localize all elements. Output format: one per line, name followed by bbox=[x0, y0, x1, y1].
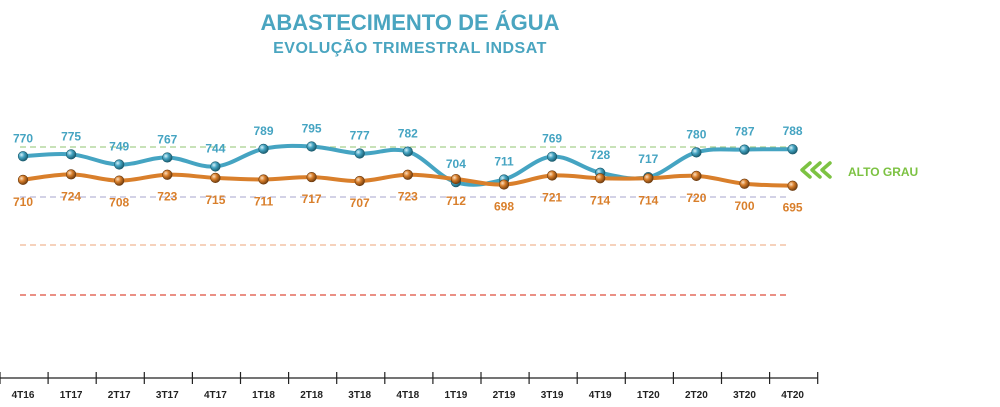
x-tick-label: 3T17 bbox=[156, 390, 179, 401]
data-point bbox=[210, 172, 221, 183]
data-label: 749 bbox=[109, 140, 129, 154]
data-label: 700 bbox=[734, 199, 754, 213]
chevron-shape bbox=[820, 161, 832, 179]
data-point bbox=[691, 170, 702, 182]
data-point bbox=[210, 161, 221, 172]
chart-subtitle: EVOLUÇÃO TRIMESTRAL INDSAT bbox=[273, 40, 547, 57]
chart-title: ABASTECIMENTO DE ÁGUA bbox=[260, 10, 560, 35]
x-tick-label: 4T18 bbox=[396, 390, 419, 401]
data-label: 788 bbox=[783, 124, 803, 138]
x-tick-label: 4T17 bbox=[204, 390, 227, 401]
data-point bbox=[114, 159, 125, 170]
data-label: 707 bbox=[350, 196, 370, 210]
data-label: 704 bbox=[446, 157, 466, 171]
data-label: 695 bbox=[783, 201, 803, 215]
data-point bbox=[643, 173, 654, 184]
data-point bbox=[595, 173, 606, 184]
x-tick-label: 3T19 bbox=[541, 390, 564, 401]
x-tick-label: 1T17 bbox=[60, 390, 83, 401]
data-point bbox=[739, 144, 750, 155]
data-label: 775 bbox=[61, 129, 81, 143]
x-tick-label: 4T20 bbox=[781, 390, 804, 401]
data-label: 717 bbox=[302, 192, 322, 206]
data-point bbox=[306, 141, 317, 152]
reference-lines bbox=[20, 146, 790, 296]
data-label: 769 bbox=[542, 132, 562, 146]
data-point bbox=[17, 174, 29, 185]
x-tick-label: 3T18 bbox=[348, 390, 371, 401]
alto-grau-indicator: ALTO GRAU bbox=[800, 161, 918, 179]
data-label: 714 bbox=[590, 193, 610, 207]
data-point bbox=[787, 144, 798, 155]
x-tick-label: 2T19 bbox=[493, 390, 516, 401]
x-tick-label: 1T19 bbox=[445, 390, 468, 401]
chevron-shape bbox=[810, 161, 822, 179]
data-point bbox=[546, 170, 558, 181]
data-label: 728 bbox=[590, 148, 610, 162]
data-point bbox=[354, 148, 365, 159]
data-label: 723 bbox=[157, 190, 177, 204]
x-axis: 4T16 1T17 2T17 3T17 4T17 1T18 2T18 3T18 4T18 1T19… bbox=[0, 372, 819, 401]
data-markers bbox=[17, 141, 798, 191]
x-tick-label: 4T19 bbox=[589, 390, 612, 401]
data-labels: 770 775 749 767 744 789 795 777 782 704 711 769 728 7… bbox=[13, 121, 803, 214]
data-label: 787 bbox=[734, 125, 754, 139]
data-point bbox=[65, 149, 77, 160]
x-tick-label: 1T18 bbox=[252, 390, 275, 401]
data-point bbox=[739, 178, 750, 189]
data-label: 721 bbox=[542, 191, 562, 205]
data-label: 723 bbox=[398, 190, 418, 204]
data-point bbox=[306, 171, 317, 183]
band-label: ALTO GRAU bbox=[848, 165, 918, 179]
data-point bbox=[402, 169, 413, 180]
data-label: 712 bbox=[446, 194, 466, 208]
data-point bbox=[450, 173, 462, 185]
data-point bbox=[787, 180, 798, 191]
x-tick-label: 2T20 bbox=[685, 390, 708, 401]
chevron-shape bbox=[800, 161, 812, 179]
data-point bbox=[402, 146, 413, 157]
data-label: 780 bbox=[686, 127, 706, 141]
data-label: 711 bbox=[254, 194, 274, 208]
data-point bbox=[258, 143, 269, 154]
data-label: 777 bbox=[350, 129, 370, 143]
data-label: 789 bbox=[253, 124, 273, 138]
data-point bbox=[354, 175, 365, 187]
data-point bbox=[114, 175, 125, 186]
x-tick-label: 1T20 bbox=[637, 390, 660, 401]
data-label: 720 bbox=[686, 191, 706, 205]
data-point bbox=[258, 174, 269, 185]
chevron-left-icon bbox=[800, 161, 832, 179]
data-point bbox=[498, 179, 510, 190]
x-tick-label: 2T18 bbox=[300, 390, 323, 401]
data-label: 724 bbox=[61, 189, 81, 203]
data-label: 770 bbox=[13, 131, 33, 145]
data-label: 782 bbox=[398, 127, 418, 141]
data-label: 698 bbox=[494, 200, 514, 214]
data-label: 767 bbox=[157, 132, 177, 146]
data-point bbox=[65, 169, 77, 180]
data-label: 715 bbox=[205, 193, 225, 207]
data-label: 717 bbox=[638, 152, 658, 166]
x-tick-label: 3T20 bbox=[733, 390, 756, 401]
data-point bbox=[162, 169, 173, 180]
data-point bbox=[691, 147, 702, 158]
data-label: 710 bbox=[13, 195, 33, 209]
data-point bbox=[17, 151, 29, 162]
data-label: 795 bbox=[302, 121, 322, 135]
x-tick-label: 4T16 bbox=[12, 390, 35, 401]
x-tick-label: 2T17 bbox=[108, 390, 131, 401]
data-point bbox=[162, 152, 173, 163]
data-label: 711 bbox=[494, 154, 514, 168]
data-label: 744 bbox=[205, 141, 225, 155]
data-label: 714 bbox=[638, 193, 658, 207]
data-label: 708 bbox=[109, 196, 129, 210]
data-point bbox=[546, 151, 558, 162]
